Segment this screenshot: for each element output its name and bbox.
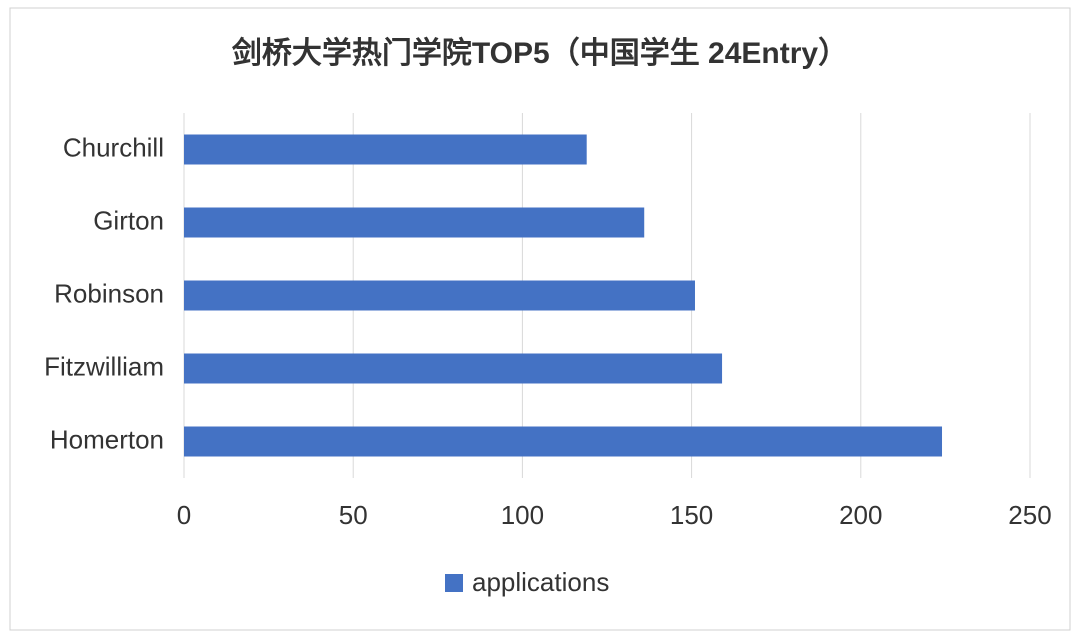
chart-title: 剑桥大学热门学院TOP5（中国学生 24Entry） xyxy=(232,36,848,70)
legend-swatch xyxy=(445,574,463,592)
x-tick-label: 250 xyxy=(1008,500,1051,530)
y-tick-label: Homerton xyxy=(50,424,164,454)
x-tick-label: 150 xyxy=(670,500,713,530)
y-tick-label: Churchill xyxy=(63,132,164,162)
bar xyxy=(184,353,723,384)
legend-label: applications xyxy=(472,567,609,597)
y-tick-label: Robinson xyxy=(54,278,164,308)
x-tick-label: 100 xyxy=(501,500,544,530)
y-tick-label: Fitzwilliam xyxy=(44,351,164,381)
x-tick-label: 200 xyxy=(839,500,882,530)
bar xyxy=(184,207,645,238)
bar xyxy=(184,280,695,311)
bar xyxy=(184,134,587,165)
chart-frame xyxy=(9,7,1071,631)
y-tick-label: Girton xyxy=(93,205,164,235)
x-tick-label: 50 xyxy=(339,500,368,530)
x-tick-label: 0 xyxy=(177,500,191,530)
bar xyxy=(184,426,943,457)
